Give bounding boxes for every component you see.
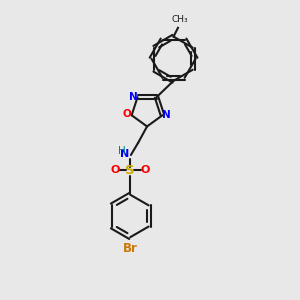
Text: O: O — [123, 109, 131, 119]
Text: CH₃: CH₃ — [171, 15, 188, 24]
Text: N: N — [120, 149, 129, 159]
Text: S: S — [125, 164, 135, 177]
Text: Br: Br — [123, 242, 138, 256]
Text: O: O — [111, 165, 120, 175]
Text: N: N — [162, 110, 171, 120]
Text: H: H — [118, 146, 125, 157]
Text: O: O — [140, 165, 150, 175]
Text: N: N — [129, 92, 138, 102]
